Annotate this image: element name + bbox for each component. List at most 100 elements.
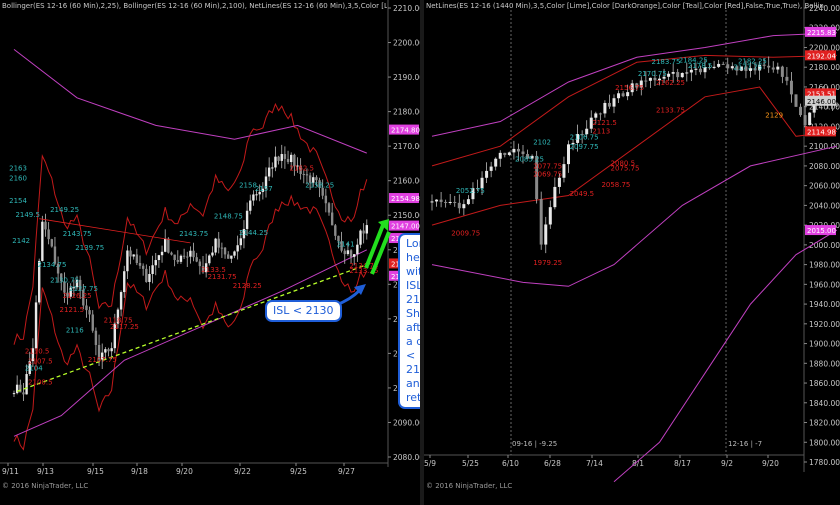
candle-body <box>151 265 154 274</box>
candle-body <box>466 199 470 205</box>
candle-body <box>192 250 195 258</box>
price-marker-value: 2215.83 <box>807 29 836 37</box>
net-level-label: 2085.25 <box>515 155 544 163</box>
net-level-label: 2131.75 <box>208 273 237 281</box>
net-level-label: 2144.25 <box>239 229 268 237</box>
time-tick-label: 9/11 <box>2 467 19 476</box>
candle-body <box>113 323 116 349</box>
candle-body <box>521 151 525 155</box>
price-tick-label: 1780.00 <box>809 458 840 467</box>
candle-body <box>480 177 484 189</box>
candle-body <box>343 250 346 255</box>
net-level-label: 2184.25 <box>679 56 708 64</box>
candle-body <box>471 188 475 200</box>
price-tick-label: 2170.00 <box>393 142 420 151</box>
bollinger-lower-band <box>431 145 838 287</box>
candle-body <box>223 247 227 255</box>
candle-body <box>305 174 309 176</box>
candle-body <box>204 263 208 273</box>
price-tick-label: 2090.00 <box>393 418 420 427</box>
left-chart-canvas[interactable]: 2210.00 2200.00 2190.00 2180.00 2170.00 2160.… <box>0 0 420 505</box>
net-level-label: 2118.75 <box>104 316 133 324</box>
candle-body <box>362 230 365 234</box>
long-arrow-2 <box>370 231 391 275</box>
candle-body <box>603 102 607 114</box>
candle-body <box>635 83 639 88</box>
candle-body <box>630 83 634 93</box>
left-chart-panel[interactable]: 2210.00 2200.00 2190.00 2180.00 2170.00 2160.… <box>0 0 450 505</box>
price-tick-label: 2160.00 <box>393 177 420 186</box>
candle-body <box>435 199 439 202</box>
net-level-label: 2110.5 <box>25 347 50 355</box>
candle-body <box>189 250 192 257</box>
candle-body <box>22 392 25 395</box>
candle-body <box>535 155 539 200</box>
left-copyright: © 2016 NinjaTrader, LLC <box>2 482 89 490</box>
candle-body <box>88 310 91 315</box>
candle-body <box>267 167 271 177</box>
candle-body <box>66 292 69 297</box>
candle-body <box>274 156 277 168</box>
candle-body <box>334 225 337 236</box>
candle-body <box>337 235 340 242</box>
price-tick-label: 1920.00 <box>809 320 840 329</box>
right-chart-canvas[interactable]: 2240.002220.002200.002180.002160.002140.… <box>424 0 840 505</box>
candle-body <box>658 78 661 81</box>
candle-body <box>689 69 693 73</box>
candle-body <box>242 228 246 239</box>
candle-body <box>195 257 198 262</box>
candle-body <box>476 188 479 190</box>
candle-body <box>53 246 57 264</box>
price-tick-label: 1900.00 <box>809 340 840 349</box>
candle-body <box>794 94 798 107</box>
candle-body <box>252 194 255 201</box>
bollinger-100-lower <box>13 249 368 437</box>
panel-divider[interactable] <box>420 0 424 505</box>
net-level-label: 2160 <box>9 175 27 183</box>
net-level-label: 2129 <box>765 112 783 120</box>
long-arrow-1-head <box>378 219 389 231</box>
net-level-label: 2134.75 <box>38 261 67 269</box>
candle-body <box>261 188 265 192</box>
isl-callout: ISL < 2130 <box>265 300 342 322</box>
price-tick-label: 2080.00 <box>809 162 840 171</box>
candle-body <box>753 68 757 71</box>
candle-body <box>667 73 671 77</box>
net-level-label: 2158.25 <box>305 182 334 190</box>
net-level-label: 2142 <box>12 237 30 245</box>
price-tick-label: 1840.00 <box>809 399 840 408</box>
price-tick-label: 2000.00 <box>809 241 840 250</box>
candle-body <box>72 287 76 289</box>
candle-body <box>182 255 186 257</box>
candle-body <box>567 144 570 165</box>
candle-body <box>148 273 151 282</box>
price-tick-label: 2080.00 <box>393 453 420 462</box>
candle-body <box>767 65 771 68</box>
candle-body <box>141 265 145 269</box>
net-level-label: 2133.75 <box>656 107 685 115</box>
net-level-label: 2148.75 <box>214 213 243 221</box>
candle-body <box>571 142 575 145</box>
candle-body <box>526 154 530 159</box>
candle-body <box>680 72 684 78</box>
net-level-label: 2149.5 <box>15 211 40 219</box>
candle-body <box>75 279 79 288</box>
candle-body <box>607 102 611 107</box>
candle-body <box>157 255 161 261</box>
candle-body <box>277 156 280 161</box>
time-tick-label: 9/27 <box>338 467 355 476</box>
candle-body <box>758 64 762 71</box>
net-level-label: 2177.75 <box>733 64 762 72</box>
net-level-label: 2162.5 <box>290 164 315 172</box>
net-level-label: 2127.75 <box>69 285 98 293</box>
price-marker-box <box>805 225 836 236</box>
candle-body <box>685 72 689 74</box>
time-tick-label: 9/22 <box>234 467 251 476</box>
candle-body <box>154 260 157 266</box>
price-tick-label: 2240.00 <box>809 4 840 13</box>
candle-body <box>85 305 88 311</box>
net-level-label: 2116 <box>66 327 84 335</box>
right-chart-panel[interactable]: 2240.002220.002200.002180.002160.002140.… <box>424 0 840 505</box>
candle-body <box>116 309 120 324</box>
candle-body <box>712 66 716 68</box>
